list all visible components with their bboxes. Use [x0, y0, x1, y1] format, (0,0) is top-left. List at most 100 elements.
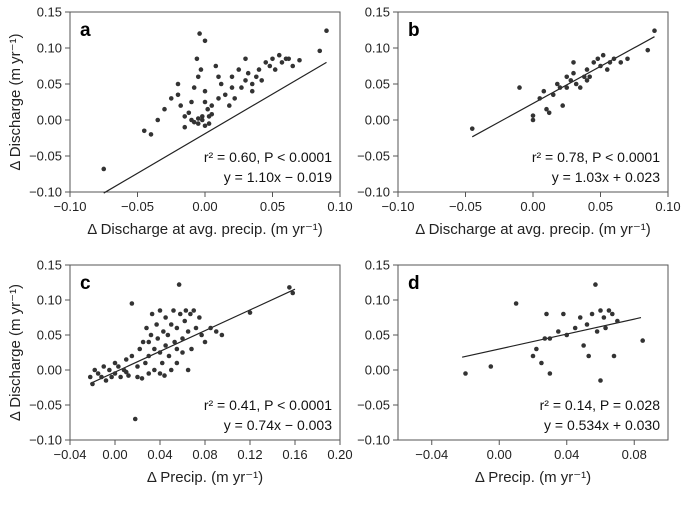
data-point — [618, 60, 624, 65]
data-point — [571, 60, 576, 65]
x-tick-label: −0.05 — [121, 199, 154, 214]
data-point — [112, 371, 118, 376]
data-point — [171, 308, 176, 313]
data-point — [155, 117, 161, 123]
data-point — [537, 96, 543, 101]
data-point — [157, 350, 163, 355]
data-point — [157, 308, 163, 313]
stat-r2-p: r² = 0.60, P < 0.0001 — [204, 149, 332, 165]
stat-equation: y = 1.03x + 0.023 — [552, 169, 660, 185]
data-point — [546, 110, 552, 116]
data-point — [611, 56, 617, 62]
data-point — [202, 99, 208, 105]
data-point — [163, 315, 168, 320]
data-point — [182, 114, 188, 119]
data-point — [101, 166, 107, 172]
data-point — [229, 85, 235, 90]
x-tick-label: 0.16 — [282, 447, 307, 462]
data-point — [213, 329, 219, 334]
data-point — [155, 336, 161, 341]
data-point — [463, 371, 468, 376]
data-point — [534, 346, 539, 352]
data-point — [129, 353, 135, 359]
data-point — [610, 311, 615, 317]
data-point — [189, 346, 194, 352]
data-point — [222, 92, 228, 98]
data-point — [182, 318, 188, 324]
data-point — [564, 74, 570, 80]
data-point — [95, 371, 101, 376]
data-point — [157, 371, 163, 376]
data-point — [593, 282, 598, 287]
y-tick-label: −0.05 — [357, 398, 390, 413]
data-point — [144, 325, 149, 331]
data-point — [107, 367, 112, 373]
data-point — [87, 374, 93, 380]
data-point — [611, 353, 617, 359]
x-tick-label: −0.10 — [382, 199, 415, 214]
x-axis-label: Δ Discharge at avg. precip. (m yr⁻¹) — [415, 221, 651, 238]
data-point — [209, 111, 215, 117]
data-point — [152, 367, 157, 373]
data-point — [598, 378, 603, 383]
data-point — [198, 67, 204, 72]
y-tick-label: 0.15 — [365, 5, 390, 20]
data-point — [140, 339, 146, 345]
x-tick-label: 0.12 — [237, 447, 262, 462]
data-point — [154, 322, 159, 327]
data-point — [561, 311, 566, 317]
data-point — [165, 332, 171, 338]
data-point — [146, 339, 152, 345]
data-point — [640, 338, 645, 343]
data-point — [202, 38, 208, 44]
data-point — [126, 373, 131, 378]
data-point — [193, 325, 199, 331]
data-point — [541, 88, 547, 94]
data-point — [547, 336, 553, 341]
data-point — [577, 315, 583, 320]
data-point — [168, 322, 174, 327]
data-point — [195, 121, 201, 126]
data-point — [279, 60, 285, 65]
data-point — [149, 311, 155, 317]
data-point — [178, 103, 183, 108]
data-point — [249, 88, 255, 94]
data-point — [206, 121, 212, 126]
x-tick-label: 0.04 — [147, 447, 172, 462]
data-point — [146, 353, 152, 359]
data-point — [141, 128, 147, 134]
data-point — [175, 92, 181, 98]
plot-frame — [397, 11, 669, 193]
y-tick-label: 0.00 — [37, 363, 62, 378]
data-point — [194, 56, 200, 62]
data-point — [530, 113, 536, 118]
data-point — [143, 360, 148, 366]
x-tick-label: 0.04 — [554, 447, 579, 462]
x-tick-label: −0.10 — [54, 199, 87, 214]
data-point — [162, 106, 167, 112]
data-point — [513, 301, 519, 306]
data-point — [544, 106, 549, 112]
y-axis-label: Δ Discharge (m yr⁻¹) — [7, 33, 24, 170]
data-point — [209, 103, 215, 108]
data-point — [159, 360, 165, 366]
y-tick-label: 0.05 — [37, 328, 62, 343]
data-point — [135, 374, 140, 380]
y-tick-label: 0.15 — [365, 258, 390, 273]
data-point — [191, 85, 197, 90]
y-tick-label: −0.10 — [357, 185, 390, 200]
x-tick-label: 0.00 — [487, 447, 512, 462]
y-tick-label: −0.10 — [357, 433, 390, 448]
y-tick-label: 0.10 — [37, 41, 62, 56]
y-tick-label: −0.10 — [29, 185, 62, 200]
data-point — [191, 119, 197, 125]
data-point — [180, 350, 185, 355]
data-point — [137, 346, 143, 352]
data-point — [219, 332, 225, 338]
data-point — [112, 360, 118, 366]
x-tick-label: 0.05 — [260, 199, 285, 214]
data-point — [594, 329, 600, 334]
x-tick-label: 0.08 — [622, 447, 647, 462]
data-point — [176, 282, 182, 287]
data-point — [200, 114, 205, 119]
